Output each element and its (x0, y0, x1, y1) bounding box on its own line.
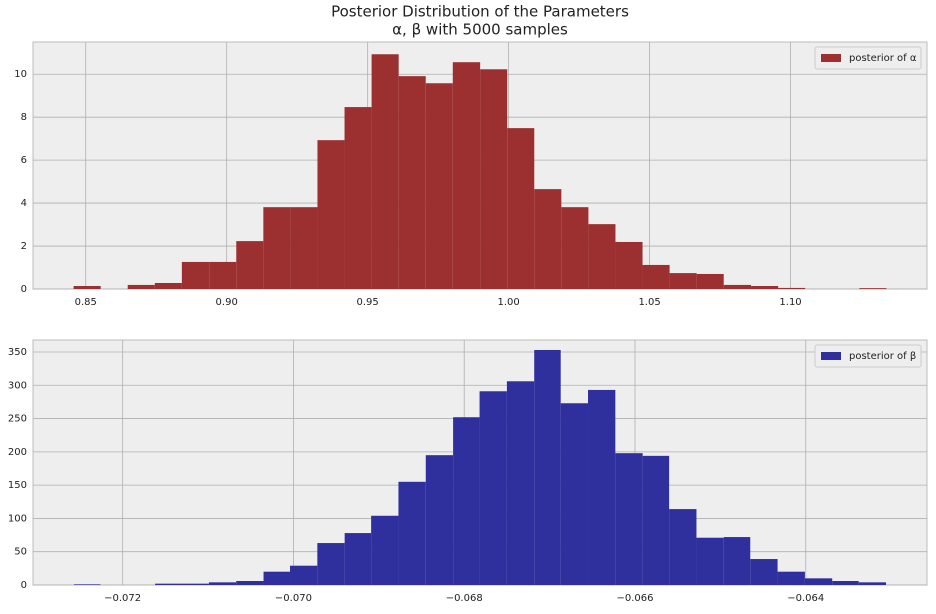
legend-box (814, 344, 922, 368)
x-tick-label: −0.070 (275, 593, 312, 604)
histogram-bar (344, 107, 372, 289)
histogram-bar (669, 273, 697, 289)
y-tick-label: 350 (8, 347, 27, 358)
histogram-bar (561, 207, 589, 289)
legend-label: posterior of α (849, 53, 917, 64)
histogram-bar (209, 261, 237, 289)
histogram-bar (155, 583, 183, 585)
histogram-bar (236, 581, 264, 585)
histogram-bar (263, 207, 291, 289)
x-tick-label: 1.00 (497, 297, 519, 308)
histogram-bar (73, 584, 101, 585)
histogram-bar (615, 241, 643, 289)
histogram-bar (696, 273, 724, 289)
y-tick-label: 300 (8, 380, 27, 391)
histogram-bar (236, 241, 264, 289)
chart-subtitle: α, β with 5000 samples (392, 21, 568, 39)
histogram-bar (642, 264, 670, 289)
y-tick-label: 150 (8, 480, 27, 491)
histogram-bar (507, 128, 535, 289)
x-tick-label: 0.95 (357, 297, 379, 308)
histogram-bar (290, 207, 318, 289)
y-tick-label: 8 (21, 112, 27, 123)
histogram-bar (425, 455, 454, 585)
histogram-bar (398, 481, 426, 585)
y-tick-label: 10 (14, 69, 27, 80)
histogram-bar (452, 62, 481, 290)
histogram-bar (73, 285, 101, 289)
histogram-bar (480, 69, 508, 289)
histogram-bar (208, 582, 237, 585)
histogram-bar (317, 140, 345, 289)
histogram-bar (534, 349, 561, 585)
y-tick-label: 100 (8, 513, 27, 524)
histogram-bar (588, 389, 616, 585)
histogram-bar (804, 578, 833, 585)
histogram-bar (344, 533, 372, 585)
histogram-bar (534, 189, 562, 289)
y-tick-label: 6 (21, 155, 27, 166)
y-tick-label: 200 (8, 447, 27, 458)
histogram-bar (479, 391, 507, 585)
histogram-bar (506, 381, 535, 585)
histogram-bar (453, 417, 480, 585)
histogram-bar (263, 571, 291, 585)
histogram-bar (778, 287, 806, 289)
histogram-bar (588, 224, 616, 289)
histogram-bar (154, 282, 182, 289)
x-tick-label: 1.10 (779, 297, 801, 308)
y-tick-label: 50 (14, 547, 27, 558)
x-tick-label: 0.85 (75, 297, 97, 308)
y-tick-label: 250 (8, 414, 27, 425)
histogram-bar (615, 453, 643, 585)
histogram-bar (181, 261, 210, 289)
x-tick-label: 0.90 (216, 297, 238, 308)
y-tick-label: 0 (21, 284, 27, 295)
histogram-bar (723, 537, 751, 585)
legend-swatch (821, 54, 841, 62)
histogram-bar (182, 583, 209, 585)
histogram-bar (127, 284, 155, 289)
histogram-bar (751, 285, 779, 289)
y-tick-label: 4 (21, 198, 27, 209)
histogram-bar (560, 403, 589, 585)
legend-label: posterior of β (849, 351, 916, 362)
histogram-bar (859, 288, 887, 289)
histogram-bar (750, 559, 778, 585)
histogram-bar (858, 582, 887, 585)
x-tick-label: −0.064 (787, 593, 824, 604)
histogram-bar (425, 83, 453, 290)
histogram-bar (290, 565, 318, 585)
x-tick-label: −0.068 (446, 593, 483, 604)
histogram-bar (371, 54, 399, 289)
histogram-bar (723, 284, 752, 289)
chart-title: Posterior Distribution of the Parameters (331, 3, 629, 21)
x-tick-label: 1.05 (638, 297, 660, 308)
x-tick-label: −0.072 (104, 593, 141, 604)
histogram-bar (832, 581, 859, 585)
histogram-bar (777, 571, 805, 585)
histogram-bar (398, 76, 426, 289)
y-tick-label: 0 (21, 580, 27, 591)
y-tick-label: 2 (21, 241, 27, 252)
legend-box (814, 46, 922, 70)
histogram-bar (669, 509, 697, 585)
legend-swatch (821, 352, 841, 360)
histogram-bar (642, 455, 670, 585)
histogram-bar (696, 537, 724, 585)
histogram-bar (371, 515, 399, 585)
histogram-bar (317, 543, 345, 585)
x-tick-label: −0.066 (616, 593, 653, 604)
